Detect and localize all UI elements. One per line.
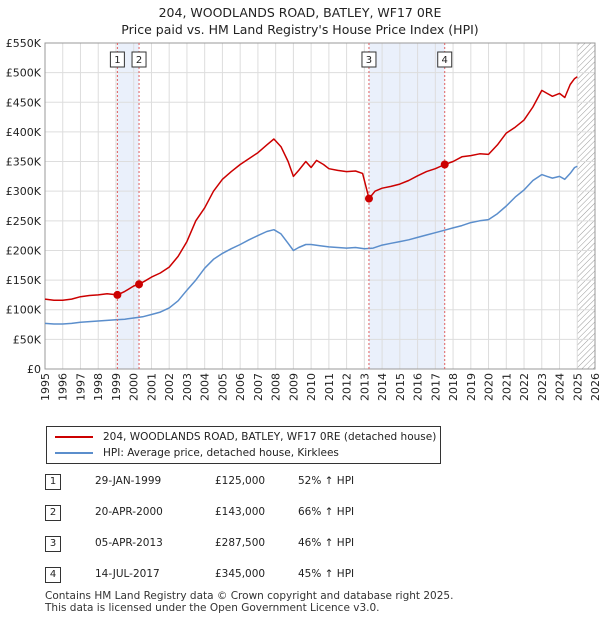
sale-label-box: [131, 51, 147, 68]
sale-point: [364, 194, 373, 203]
x-tick-label: 1999: [110, 373, 123, 401]
x-tick-label: 2014: [376, 373, 389, 401]
shaded-region: [368, 43, 445, 369]
x-tick-label: 2005: [216, 373, 229, 401]
sale-label-text: 3: [366, 55, 372, 66]
x-tick-label: 1997: [74, 373, 87, 401]
y-tick-label: £250K: [6, 215, 42, 228]
sale-date: 05-APR-2013: [95, 537, 163, 549]
sale-point: [135, 280, 144, 289]
x-tick-label: 2001: [145, 373, 158, 401]
x-tick-label: 2026: [589, 373, 600, 401]
y-tick-label: £50K: [13, 333, 42, 346]
price-chart: £0 £50K £100K £150K £200K £250K £300K £350K £400…: [6, 37, 600, 401]
sale-number-badge: 3: [45, 536, 61, 552]
x-tick-label: 1998: [92, 373, 105, 401]
sale-date: 20-APR-2000: [95, 506, 163, 518]
hpi-line: [44, 165, 578, 325]
footer-line-2: This data is licensed under the Open Gov…: [45, 602, 380, 614]
x-tick-label: 2025: [571, 373, 584, 401]
y-tick-label: £0: [27, 363, 41, 376]
x-tick-label: 2011: [323, 373, 336, 401]
x-tick-label: 1995: [39, 373, 52, 401]
x-tick-label: 2016: [412, 373, 425, 401]
title-line-2: Price paid vs. HM Land Registry's House …: [121, 22, 479, 37]
legend: 204, WOODLANDS ROAD, BATLEY, WF17 0RE (d…: [46, 426, 441, 464]
y-tick-label: £450K: [6, 96, 42, 109]
y-tick-label: £150K: [6, 274, 42, 287]
sale-hpi-change: 45% ↑ HPI: [298, 568, 355, 580]
x-tick-label: 2013: [358, 373, 371, 401]
sale-number-badge: 2: [45, 505, 61, 521]
footer: Contains HM Land Registry data © Crown c…: [45, 590, 453, 614]
sale-row: 1 29-JAN-1999 £125,000 52% ↑ HPI: [45, 474, 445, 494]
sale-hpi-change: 66% ↑ HPI: [298, 506, 355, 518]
x-tick-label: 1996: [57, 373, 70, 401]
footer-line-1: Contains HM Land Registry data © Crown c…: [45, 590, 454, 602]
legend-item-property: 204, WOODLANDS ROAD, BATLEY, WF17 0RE (d…: [55, 429, 436, 445]
x-tick-label: 2008: [270, 373, 283, 401]
sale-price: £345,000: [215, 568, 266, 580]
sale-hpi-change: 52% ↑ HPI: [298, 475, 355, 487]
sale-hpi-change: 46% ↑ HPI: [298, 537, 355, 549]
sale-point: [440, 160, 449, 169]
sale-row: 4 14-JUL-2017 £345,000 45% ↑ HPI: [45, 567, 445, 587]
legend-swatch-hpi: [55, 452, 93, 454]
y-tick-label: £300K: [6, 185, 42, 198]
x-tick-label: 2020: [483, 373, 496, 401]
sale-label-box: [361, 51, 377, 68]
y-tick-label: £550K: [6, 37, 42, 50]
y-tick-label: £100K: [6, 304, 42, 317]
sale-date: 29-JAN-1999: [95, 475, 162, 487]
sale-price: £287,500: [215, 537, 266, 549]
sale-price: £125,000: [215, 475, 266, 487]
plot-frame: [44, 42, 596, 370]
x-tick-label: 2004: [199, 373, 212, 401]
x-tick-label: 2022: [518, 373, 531, 401]
legend-swatch-property: [55, 436, 93, 438]
sale-row: 2 20-APR-2000 £143,000 66% ↑ HPI: [45, 505, 445, 525]
x-tick-label: 2006: [234, 373, 247, 401]
y-tick-label: £350K: [6, 156, 42, 169]
sale-number-badge: 4: [45, 567, 61, 583]
future-hatch: [577, 43, 595, 369]
x-tick-label: 2003: [181, 373, 194, 401]
x-tick-label: 2017: [429, 373, 442, 401]
x-tick-label: 2010: [305, 373, 318, 401]
sale-row: 3 05-APR-2013 £287,500 46% ↑ HPI: [45, 536, 445, 556]
sale-label-box: [109, 51, 125, 68]
sale-label-box: [437, 51, 453, 68]
sale-price: £143,000: [215, 506, 266, 518]
sale-point: [113, 290, 122, 299]
sale-label-text: 4: [442, 55, 448, 66]
x-tick-label: 2018: [447, 373, 460, 401]
x-tick-label: 2015: [394, 373, 407, 401]
sale-date: 14-JUL-2017: [95, 568, 160, 580]
x-tick-label: 2009: [287, 373, 300, 401]
legend-label-hpi: HPI: Average price, detached house, Kirk…: [103, 447, 339, 459]
sale-number-badge: 1: [45, 474, 61, 490]
legend-item-hpi: HPI: Average price, detached house, Kirk…: [55, 445, 339, 461]
y-tick-label: £200K: [6, 244, 42, 257]
y-tick-label: £400K: [6, 126, 42, 139]
x-tick-label: 2007: [252, 373, 265, 401]
x-tick-label: 2023: [536, 373, 549, 401]
x-tick-label: 2012: [341, 373, 354, 401]
legend-label-property: 204, WOODLANDS ROAD, BATLEY, WF17 0RE (d…: [103, 431, 437, 443]
x-tick-label: 2002: [163, 373, 176, 401]
y-tick-label: £500K: [6, 67, 42, 80]
chart-title: 204, WOODLANDS ROAD, BATLEY, WF17 0RE Pr…: [0, 4, 600, 38]
x-tick-label: 2024: [554, 373, 567, 401]
sale-label-text: 2: [136, 55, 142, 66]
sale-label-text: 1: [114, 55, 120, 66]
x-tick-label: 2021: [500, 373, 513, 401]
x-tick-label: 2000: [128, 373, 141, 401]
title-line-1: 204, WOODLANDS ROAD, BATLEY, WF17 0RE: [158, 5, 442, 20]
x-tick-label: 2019: [465, 373, 478, 401]
